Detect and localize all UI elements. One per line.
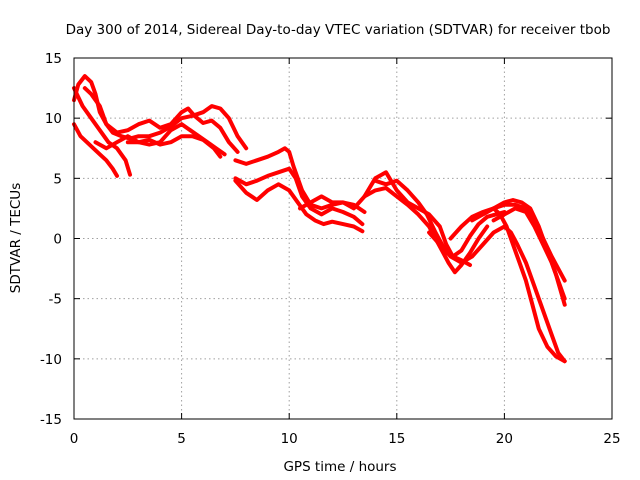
series-line-arc-h bbox=[233, 166, 365, 227]
x-tick-label: 5 bbox=[177, 431, 186, 447]
series-line-arc-c bbox=[72, 74, 249, 151]
x-tick-label: 0 bbox=[70, 431, 79, 447]
y-tick-label: 5 bbox=[53, 171, 62, 187]
series-line-arc-f bbox=[125, 134, 223, 159]
series-line-arc-b bbox=[72, 86, 132, 177]
y-tick-label: 0 bbox=[53, 232, 62, 248]
series-line-arc-d bbox=[82, 86, 240, 154]
grid bbox=[74, 58, 612, 419]
plot-frame bbox=[73, 57, 613, 420]
x-axis-ticks: 0 5 10 15 20 25 bbox=[70, 431, 621, 447]
y-tick-label: 10 bbox=[45, 111, 62, 127]
y-tick-label: -10 bbox=[40, 352, 62, 368]
series-group bbox=[72, 74, 567, 364]
series-line-arc-p bbox=[480, 202, 567, 283]
y-tick-label: 15 bbox=[45, 51, 62, 67]
x-tick-label: 15 bbox=[388, 431, 405, 447]
y-axis-label: SDTVAR / TECUs bbox=[8, 183, 24, 293]
x-tick-label: 25 bbox=[603, 431, 620, 447]
tick-marks bbox=[73, 57, 613, 420]
series-line-arc-q bbox=[491, 206, 567, 301]
x-axis-label: GPS time / hours bbox=[283, 459, 396, 475]
y-tick-label: -15 bbox=[40, 412, 62, 428]
y-tick-label: -5 bbox=[49, 292, 62, 308]
series-line-arc-a bbox=[72, 122, 119, 178]
chart-title: Day 300 of 2014, Sidereal Day-to-day VTE… bbox=[66, 22, 611, 38]
x-tick-label: 10 bbox=[281, 431, 298, 447]
series-line-arc-n bbox=[448, 206, 567, 364]
y-axis-ticks: -15 -10 -5 0 5 10 15 bbox=[40, 51, 62, 428]
x-tick-label: 20 bbox=[496, 431, 513, 447]
